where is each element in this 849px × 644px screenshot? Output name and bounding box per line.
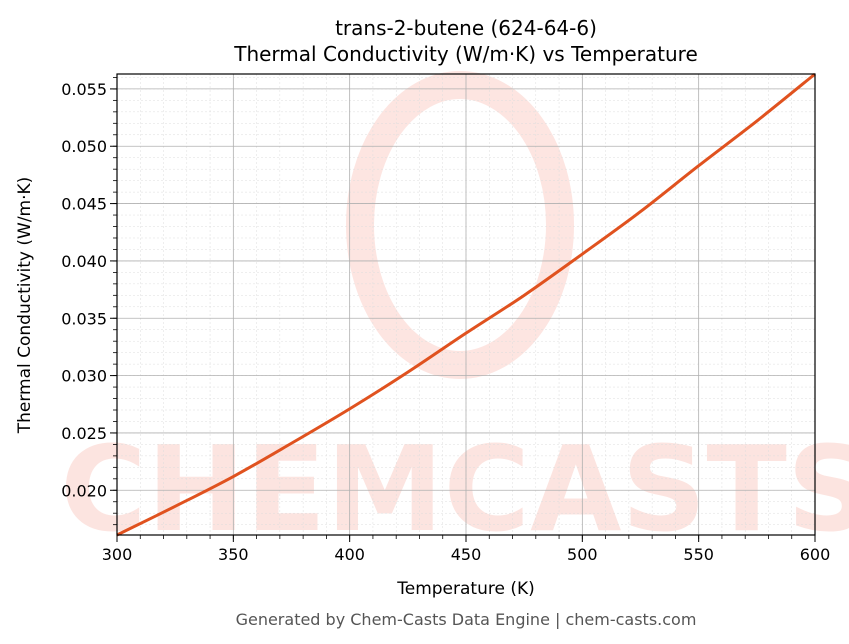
y-tick-label: 0.040	[61, 252, 107, 271]
y-tick-label: 0.020	[61, 481, 107, 500]
x-tick-label: 300	[102, 545, 133, 564]
x-tick-label: 600	[800, 545, 831, 564]
x-tick-label: 550	[683, 545, 714, 564]
x-tick-label: 500	[567, 545, 598, 564]
y-tick-label: 0.050	[61, 137, 107, 156]
x-tick-label: 350	[218, 545, 249, 564]
chart-title: trans-2-butene (624-64-6)	[335, 16, 597, 40]
series-line	[116, 72, 816, 537]
y-tick-label: 0.025	[61, 424, 107, 443]
y-axis-label: Thermal Conductivity (W/m·K)	[15, 177, 35, 435]
watermark-logo: CHEMCASTS	[60, 71, 849, 558]
x-tick-label: 400	[334, 545, 365, 564]
y-tick-label: 0.030	[61, 367, 107, 386]
x-tick-label: 450	[451, 545, 482, 564]
chart-subtitle: Thermal Conductivity (W/m·K) vs Temperat…	[233, 42, 698, 66]
x-axis-label: Temperature (K)	[396, 579, 535, 599]
y-tick-label: 0.035	[61, 309, 107, 328]
footer-text: Generated by Chem-Casts Data Engine | ch…	[236, 610, 697, 629]
y-tick-label: 0.045	[61, 195, 107, 214]
y-tick-label: 0.055	[61, 80, 107, 99]
watermark-text: CHEMCASTS	[60, 420, 849, 558]
